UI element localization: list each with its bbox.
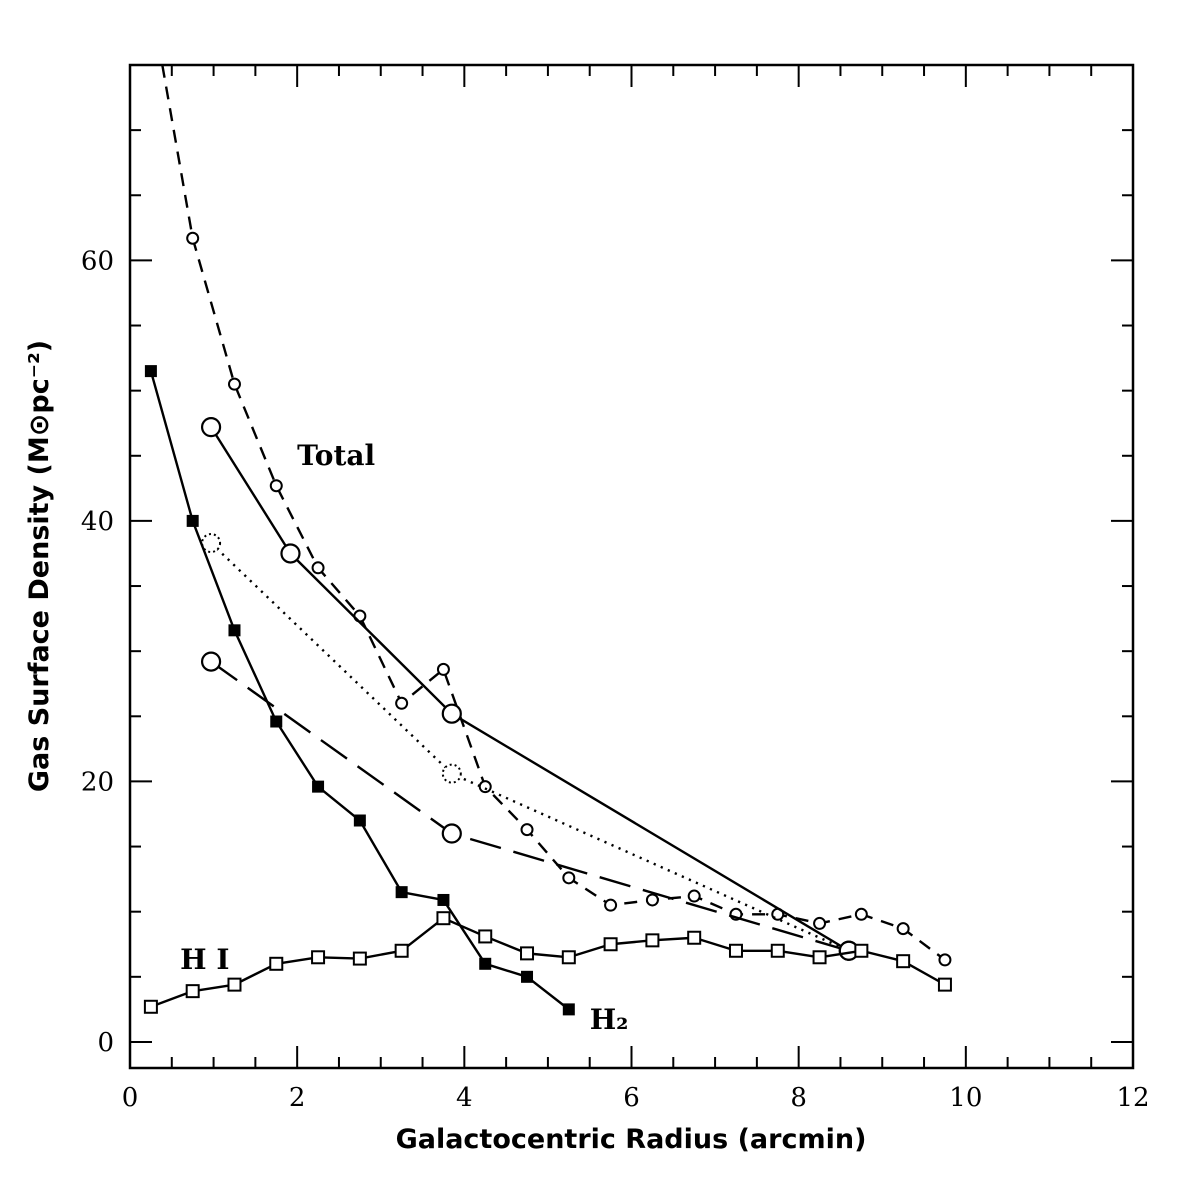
series-layer bbox=[143, 65, 952, 1016]
data-point bbox=[645, 933, 660, 948]
tick-labels: 0 2 4 6 8 10 12 0 20 40 60 bbox=[81, 246, 1150, 1113]
data-point bbox=[227, 377, 241, 391]
data-point bbox=[200, 651, 222, 672]
x-tick-label: 2 bbox=[289, 1083, 306, 1113]
data-point bbox=[280, 543, 301, 564]
data-point bbox=[561, 950, 576, 965]
y-axis-label: Gas Surface Density (M⊙pc⁻²) bbox=[24, 340, 55, 792]
data-point bbox=[478, 929, 493, 944]
data-point bbox=[645, 893, 659, 907]
x-tick-label: 12 bbox=[1116, 1083, 1149, 1113]
data-point bbox=[562, 1003, 575, 1016]
series-1-line bbox=[161, 65, 946, 961]
data-point bbox=[604, 898, 618, 912]
series-2 bbox=[200, 417, 859, 961]
y-tick-label: 40 bbox=[81, 507, 114, 537]
data-point bbox=[269, 479, 283, 493]
data-point bbox=[436, 662, 450, 676]
data-point bbox=[938, 953, 952, 967]
y-tick-label: 60 bbox=[81, 246, 114, 276]
data-point bbox=[479, 957, 492, 970]
x-axis-label: Galactocentric Radius (arcmin) bbox=[396, 1124, 867, 1155]
data-point bbox=[269, 956, 284, 971]
data-point bbox=[812, 950, 827, 965]
data-point bbox=[144, 365, 157, 378]
series-1 bbox=[161, 65, 952, 967]
data-point bbox=[896, 922, 910, 936]
series-3 bbox=[201, 533, 859, 961]
data-point bbox=[813, 916, 827, 930]
annotation-h2: H₂ bbox=[590, 1003, 629, 1036]
series-3-line bbox=[210, 542, 850, 952]
data-point bbox=[937, 977, 952, 992]
x-tick-label: 10 bbox=[949, 1083, 982, 1113]
data-point bbox=[437, 893, 450, 906]
x-tick-label: 6 bbox=[623, 1083, 640, 1113]
data-point bbox=[441, 763, 462, 784]
data-point bbox=[603, 937, 618, 952]
data-point bbox=[353, 814, 366, 827]
data-point bbox=[441, 703, 462, 724]
data-point bbox=[186, 514, 199, 527]
data-point bbox=[200, 417, 222, 438]
data-point bbox=[201, 533, 222, 554]
data-point bbox=[441, 823, 462, 844]
annotation-hi: H I bbox=[180, 943, 229, 976]
plot-frame bbox=[128, 63, 1135, 1070]
x-tick-label: 8 bbox=[790, 1083, 807, 1113]
data-point bbox=[228, 624, 241, 637]
data-point bbox=[227, 977, 242, 992]
data-point bbox=[186, 231, 200, 245]
y-tick-label: 0 bbox=[97, 1028, 114, 1058]
data-point bbox=[478, 780, 492, 794]
axis-ticks bbox=[129, 64, 1134, 1068]
data-point bbox=[687, 930, 702, 945]
x-tick-label: 0 bbox=[122, 1083, 139, 1113]
series-2-line bbox=[210, 426, 850, 952]
data-point bbox=[562, 871, 576, 885]
data-point bbox=[143, 999, 158, 1014]
series-6 bbox=[143, 911, 952, 1014]
series-4 bbox=[200, 651, 859, 961]
data-point bbox=[520, 946, 535, 961]
data-point bbox=[520, 823, 534, 837]
series-5 bbox=[144, 365, 575, 1016]
data-point bbox=[312, 780, 325, 793]
data-point bbox=[395, 886, 408, 899]
y-tick-label: 20 bbox=[81, 767, 114, 797]
data-point bbox=[394, 943, 409, 958]
annotation-total: Total bbox=[297, 439, 375, 472]
data-point bbox=[436, 911, 451, 926]
data-point bbox=[311, 950, 326, 965]
data-point bbox=[854, 907, 868, 921]
data-point bbox=[728, 943, 743, 958]
x-tick-label: 4 bbox=[456, 1083, 473, 1113]
data-point bbox=[270, 715, 283, 728]
data-point bbox=[311, 561, 325, 575]
data-point bbox=[185, 984, 200, 999]
data-point bbox=[854, 943, 869, 958]
data-point bbox=[770, 943, 785, 958]
data-point bbox=[352, 951, 367, 966]
data-point bbox=[395, 696, 409, 710]
data-point bbox=[687, 889, 701, 903]
data-point bbox=[896, 954, 911, 969]
data-point bbox=[521, 970, 534, 983]
